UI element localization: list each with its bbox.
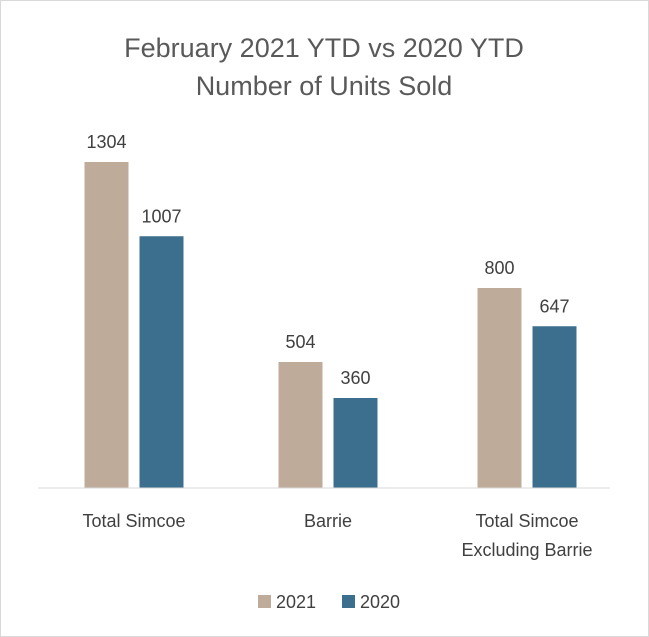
bar-2021-2[interactable]: [477, 288, 522, 488]
bar-2021-0[interactable]: [84, 162, 129, 488]
legend-swatch-2021[interactable]: [258, 595, 271, 608]
chart-title-line-2: Number of Units Sold: [196, 71, 453, 101]
category-label-0-0: Total Simcoe: [82, 511, 185, 531]
bar-2020-0[interactable]: [139, 236, 184, 488]
data-label-2021-2: 800: [484, 258, 514, 278]
legend-label-2021[interactable]: 2021: [276, 592, 316, 612]
legend-label-2020[interactable]: 2020: [360, 592, 400, 612]
data-label-2021-1: 504: [285, 332, 315, 352]
category-label-1-0: Barrie: [304, 511, 352, 531]
bars: [84, 162, 577, 488]
data-label-2021-0: 1304: [86, 132, 126, 152]
data-label-2020-0: 1007: [141, 206, 181, 226]
bar-2020-2[interactable]: [532, 326, 577, 488]
legend-swatch-2020[interactable]: [342, 595, 355, 608]
category-label-2-1: Excluding Barrie: [461, 540, 592, 560]
data-label-2020-1: 360: [340, 368, 370, 388]
legend[interactable]: 2021 2020: [258, 592, 400, 612]
category-labels: Total Simcoe Barrie Total Simcoe Excluding …: [82, 511, 592, 560]
data-labels: 1304 1007 504 360 800 647: [86, 132, 569, 388]
bar-2021-1[interactable]: [278, 362, 323, 488]
chart-title-line-1: February 2021 YTD vs 2020 YTD: [124, 33, 524, 63]
chart-title: February 2021 YTD vs 2020 YTD Number of U…: [124, 33, 524, 101]
category-label-2-0: Total Simcoe: [475, 511, 578, 531]
data-label-2020-2: 647: [539, 296, 569, 316]
bar-2020-1[interactable]: [333, 398, 378, 488]
